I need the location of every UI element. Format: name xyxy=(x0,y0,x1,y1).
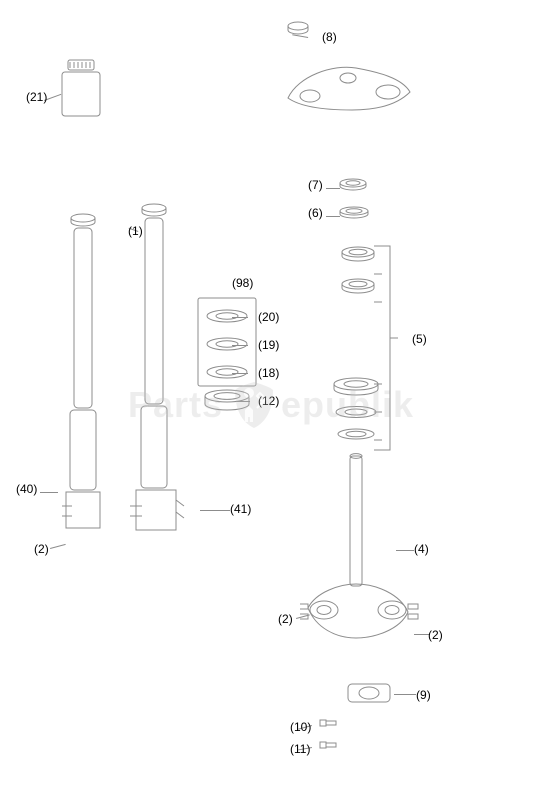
callout-label: 12 xyxy=(262,394,275,408)
part-upper-bearing-race xyxy=(338,206,370,220)
leader-19 xyxy=(232,345,248,346)
callout-5[interactable]: (5) xyxy=(412,332,427,346)
leader-4 xyxy=(396,550,414,551)
callout-9[interactable]: (9) xyxy=(416,688,431,702)
part-fork-leg-right xyxy=(128,200,188,550)
callout-label: 40 xyxy=(20,482,33,496)
callout-41[interactable]: (41) xyxy=(230,502,251,516)
callout-label: 11 xyxy=(294,742,306,756)
callout-label: 41 xyxy=(234,502,247,516)
callout-label: 18 xyxy=(262,366,275,380)
callout-label: 20 xyxy=(262,310,275,324)
callout-label: 4 xyxy=(418,542,425,556)
leader-6 xyxy=(326,216,340,217)
callout-40[interactable]: (40) xyxy=(16,482,37,496)
callout-label: 2 xyxy=(282,612,289,626)
part-reservoir xyxy=(56,58,106,120)
leader-41 xyxy=(200,510,230,511)
callout-label: 5 xyxy=(416,332,423,346)
callout-label: 8 xyxy=(326,30,333,44)
callout-label: 6 xyxy=(312,206,319,220)
callout-18[interactable]: (18) xyxy=(258,366,279,380)
callout-10[interactable]: (10) xyxy=(290,720,311,734)
leader-9 xyxy=(394,694,416,695)
part-seal-kit xyxy=(196,296,258,416)
callout-8[interactable]: (8) xyxy=(322,30,337,44)
callout-label: 9 xyxy=(420,688,427,702)
callout-label: 98 xyxy=(236,276,249,290)
callout-98[interactable]: (98) xyxy=(232,276,253,290)
part-bolt-10 xyxy=(318,716,338,730)
leader-18 xyxy=(232,373,248,374)
callout-label: 1 xyxy=(132,224,139,238)
exploded-diagram: (21) (8) (1) (7) (6) (98) (20) (19) (18)… xyxy=(0,0,542,810)
part-clamp xyxy=(346,676,392,712)
leader-20 xyxy=(232,317,248,318)
part-fork-leg-left xyxy=(60,210,106,550)
callout-1[interactable]: (1) xyxy=(128,224,143,238)
leader-40 xyxy=(40,492,58,493)
callout-20[interactable]: (20) xyxy=(258,310,279,324)
leader-12 xyxy=(236,401,250,402)
callout-4[interactable]: (4) xyxy=(414,542,429,556)
part-lower-yoke-stem xyxy=(300,452,420,682)
part-bolt-11 xyxy=(318,738,338,752)
part-dust-seal xyxy=(338,178,368,192)
callout-label: 21 xyxy=(30,90,43,104)
bracket-5 xyxy=(372,244,402,452)
callout-19[interactable]: (19) xyxy=(258,338,279,352)
callout-label: 10 xyxy=(294,720,307,734)
callout-6[interactable]: (6) xyxy=(308,206,323,220)
callout-2b[interactable]: (2) xyxy=(278,612,293,626)
callout-label: 19 xyxy=(262,338,275,352)
callout-7[interactable]: (7) xyxy=(308,178,323,192)
callout-2a[interactable]: (2) xyxy=(34,542,49,556)
callout-2c[interactable]: (2) xyxy=(428,628,443,642)
callout-12[interactable]: (12) xyxy=(258,394,279,408)
callout-label: 2 xyxy=(432,628,439,642)
callout-21[interactable]: (21) xyxy=(26,90,47,104)
callout-label: 7 xyxy=(312,178,319,192)
callout-11[interactable]: (11) xyxy=(290,742,310,756)
part-upper-yoke xyxy=(278,58,418,118)
callout-label: 2 xyxy=(38,542,45,556)
leader-7 xyxy=(326,188,340,189)
